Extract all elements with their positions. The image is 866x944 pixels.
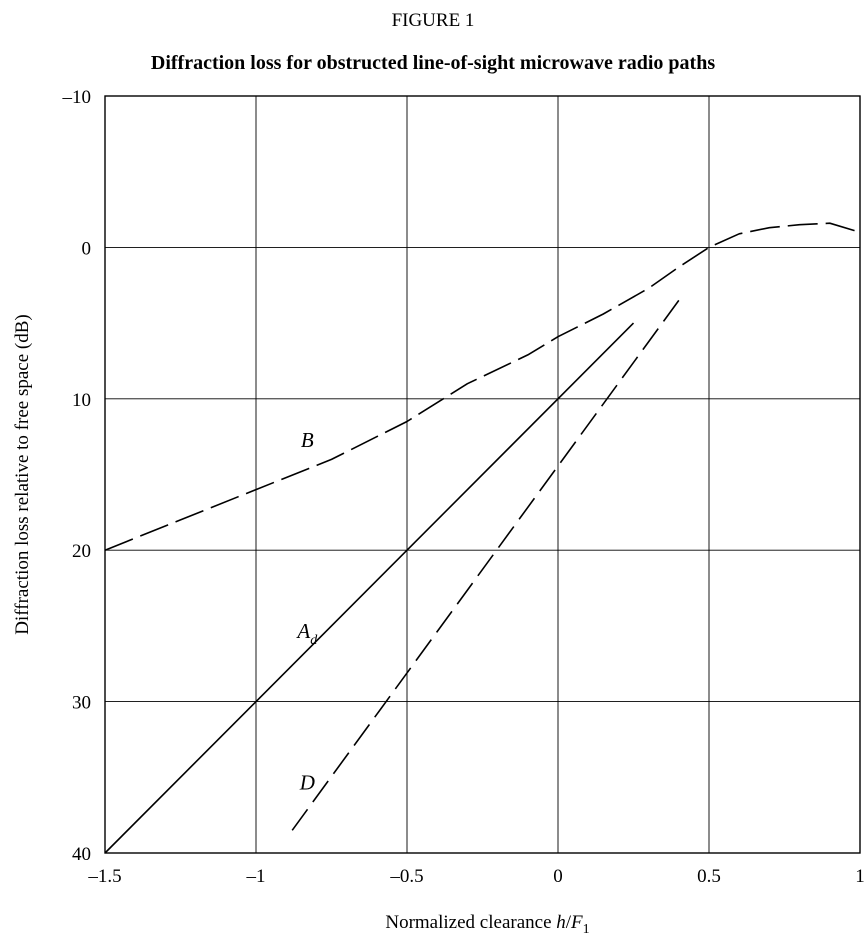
series-lines [105, 223, 860, 853]
x-tick-label: 0.5 [697, 866, 721, 887]
y-tick-label: –10 [62, 87, 92, 108]
curve-label-d: D [299, 770, 315, 794]
x-tick-label: –0.5 [389, 866, 423, 887]
x-tick-label: 1 [855, 866, 865, 887]
x-tick-label: –1.5 [87, 866, 121, 887]
y-tick-label: 40 [72, 844, 91, 865]
x-tick-label: –1 [246, 866, 266, 887]
series-line-b [105, 223, 860, 550]
y-tick-label: 10 [72, 390, 91, 411]
y-tick-label: 20 [72, 541, 91, 562]
x-tick-label: 0 [553, 866, 563, 887]
tick-labels: –1.5 –1 –0.5 0 0.5 1 –10 0 10 20 30 40 [62, 87, 865, 887]
x-axis-label: Normalized clearance h/F1 [385, 912, 589, 937]
series-line-a [105, 323, 634, 853]
curve-labels: B Ad D [295, 428, 318, 794]
curve-label-a: Ad [295, 619, 318, 648]
y-tick-label: 0 [82, 238, 92, 259]
series-line-d [292, 300, 679, 830]
y-axis-label: Diffraction loss relative to free space … [12, 314, 33, 634]
y-tick-label: 30 [72, 693, 91, 714]
curve-label-b: B [301, 428, 314, 452]
